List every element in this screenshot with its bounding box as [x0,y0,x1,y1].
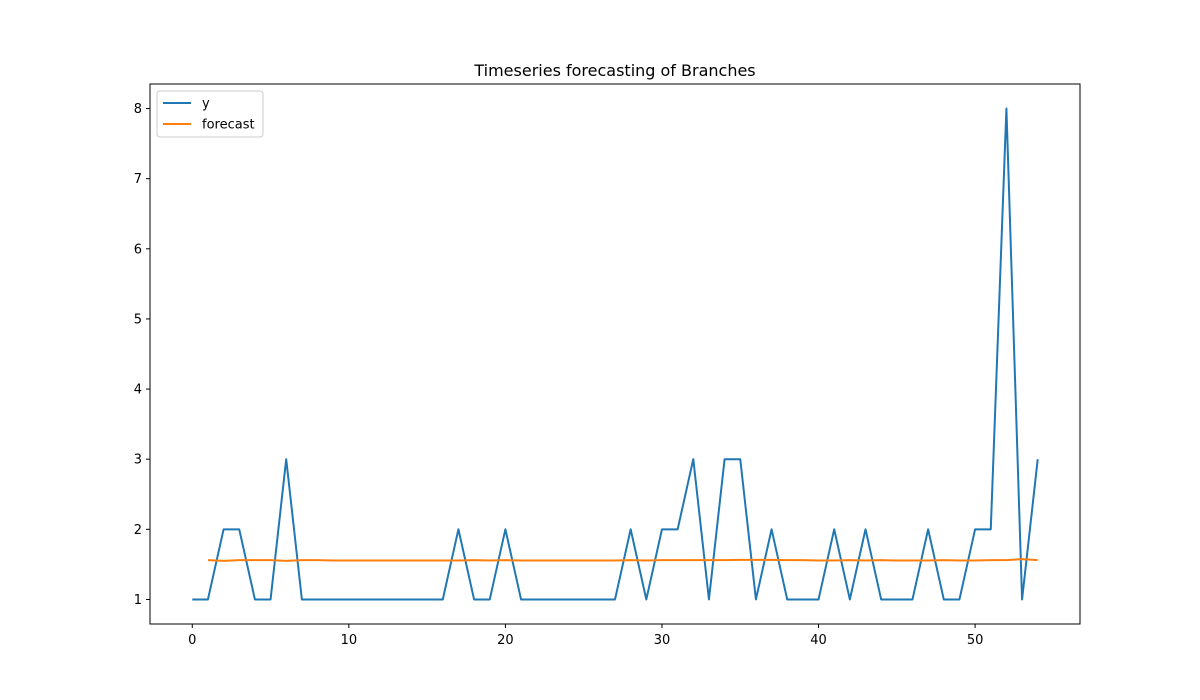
legend: y forecast [156,90,264,138]
y-tick-label: 6 [134,242,142,257]
x-axis: 0 10 20 30 40 50 [188,624,983,648]
series-line-y [192,107,1039,601]
legend-label-forecast: forecast [202,118,255,133]
x-tick-label: 0 [188,633,196,648]
x-tick-label: 50 [967,633,984,648]
chart-title: Timeseries forecasting of Branches [473,61,755,80]
y-tick-label: 2 [134,523,142,538]
x-tick-label: 40 [810,633,827,648]
series-layer [192,107,1039,601]
x-tick-label: 20 [497,633,514,648]
x-tick-label: 10 [341,633,358,648]
y-tick-label: 1 [134,593,142,608]
y-tick-label: 5 [134,312,142,327]
series-line-forecast [207,558,1038,562]
y-tick-label: 4 [134,383,142,398]
y-tick-label: 7 [134,172,142,187]
legend-label-y: y [202,97,210,112]
y-axis: 1 2 3 4 5 6 7 8 [134,102,150,608]
plot-area [150,84,1080,624]
plot-frame [149,83,1081,625]
y-tick-label: 3 [134,453,142,468]
x-tick-label: 30 [654,633,671,648]
y-tick-label: 8 [134,102,142,117]
